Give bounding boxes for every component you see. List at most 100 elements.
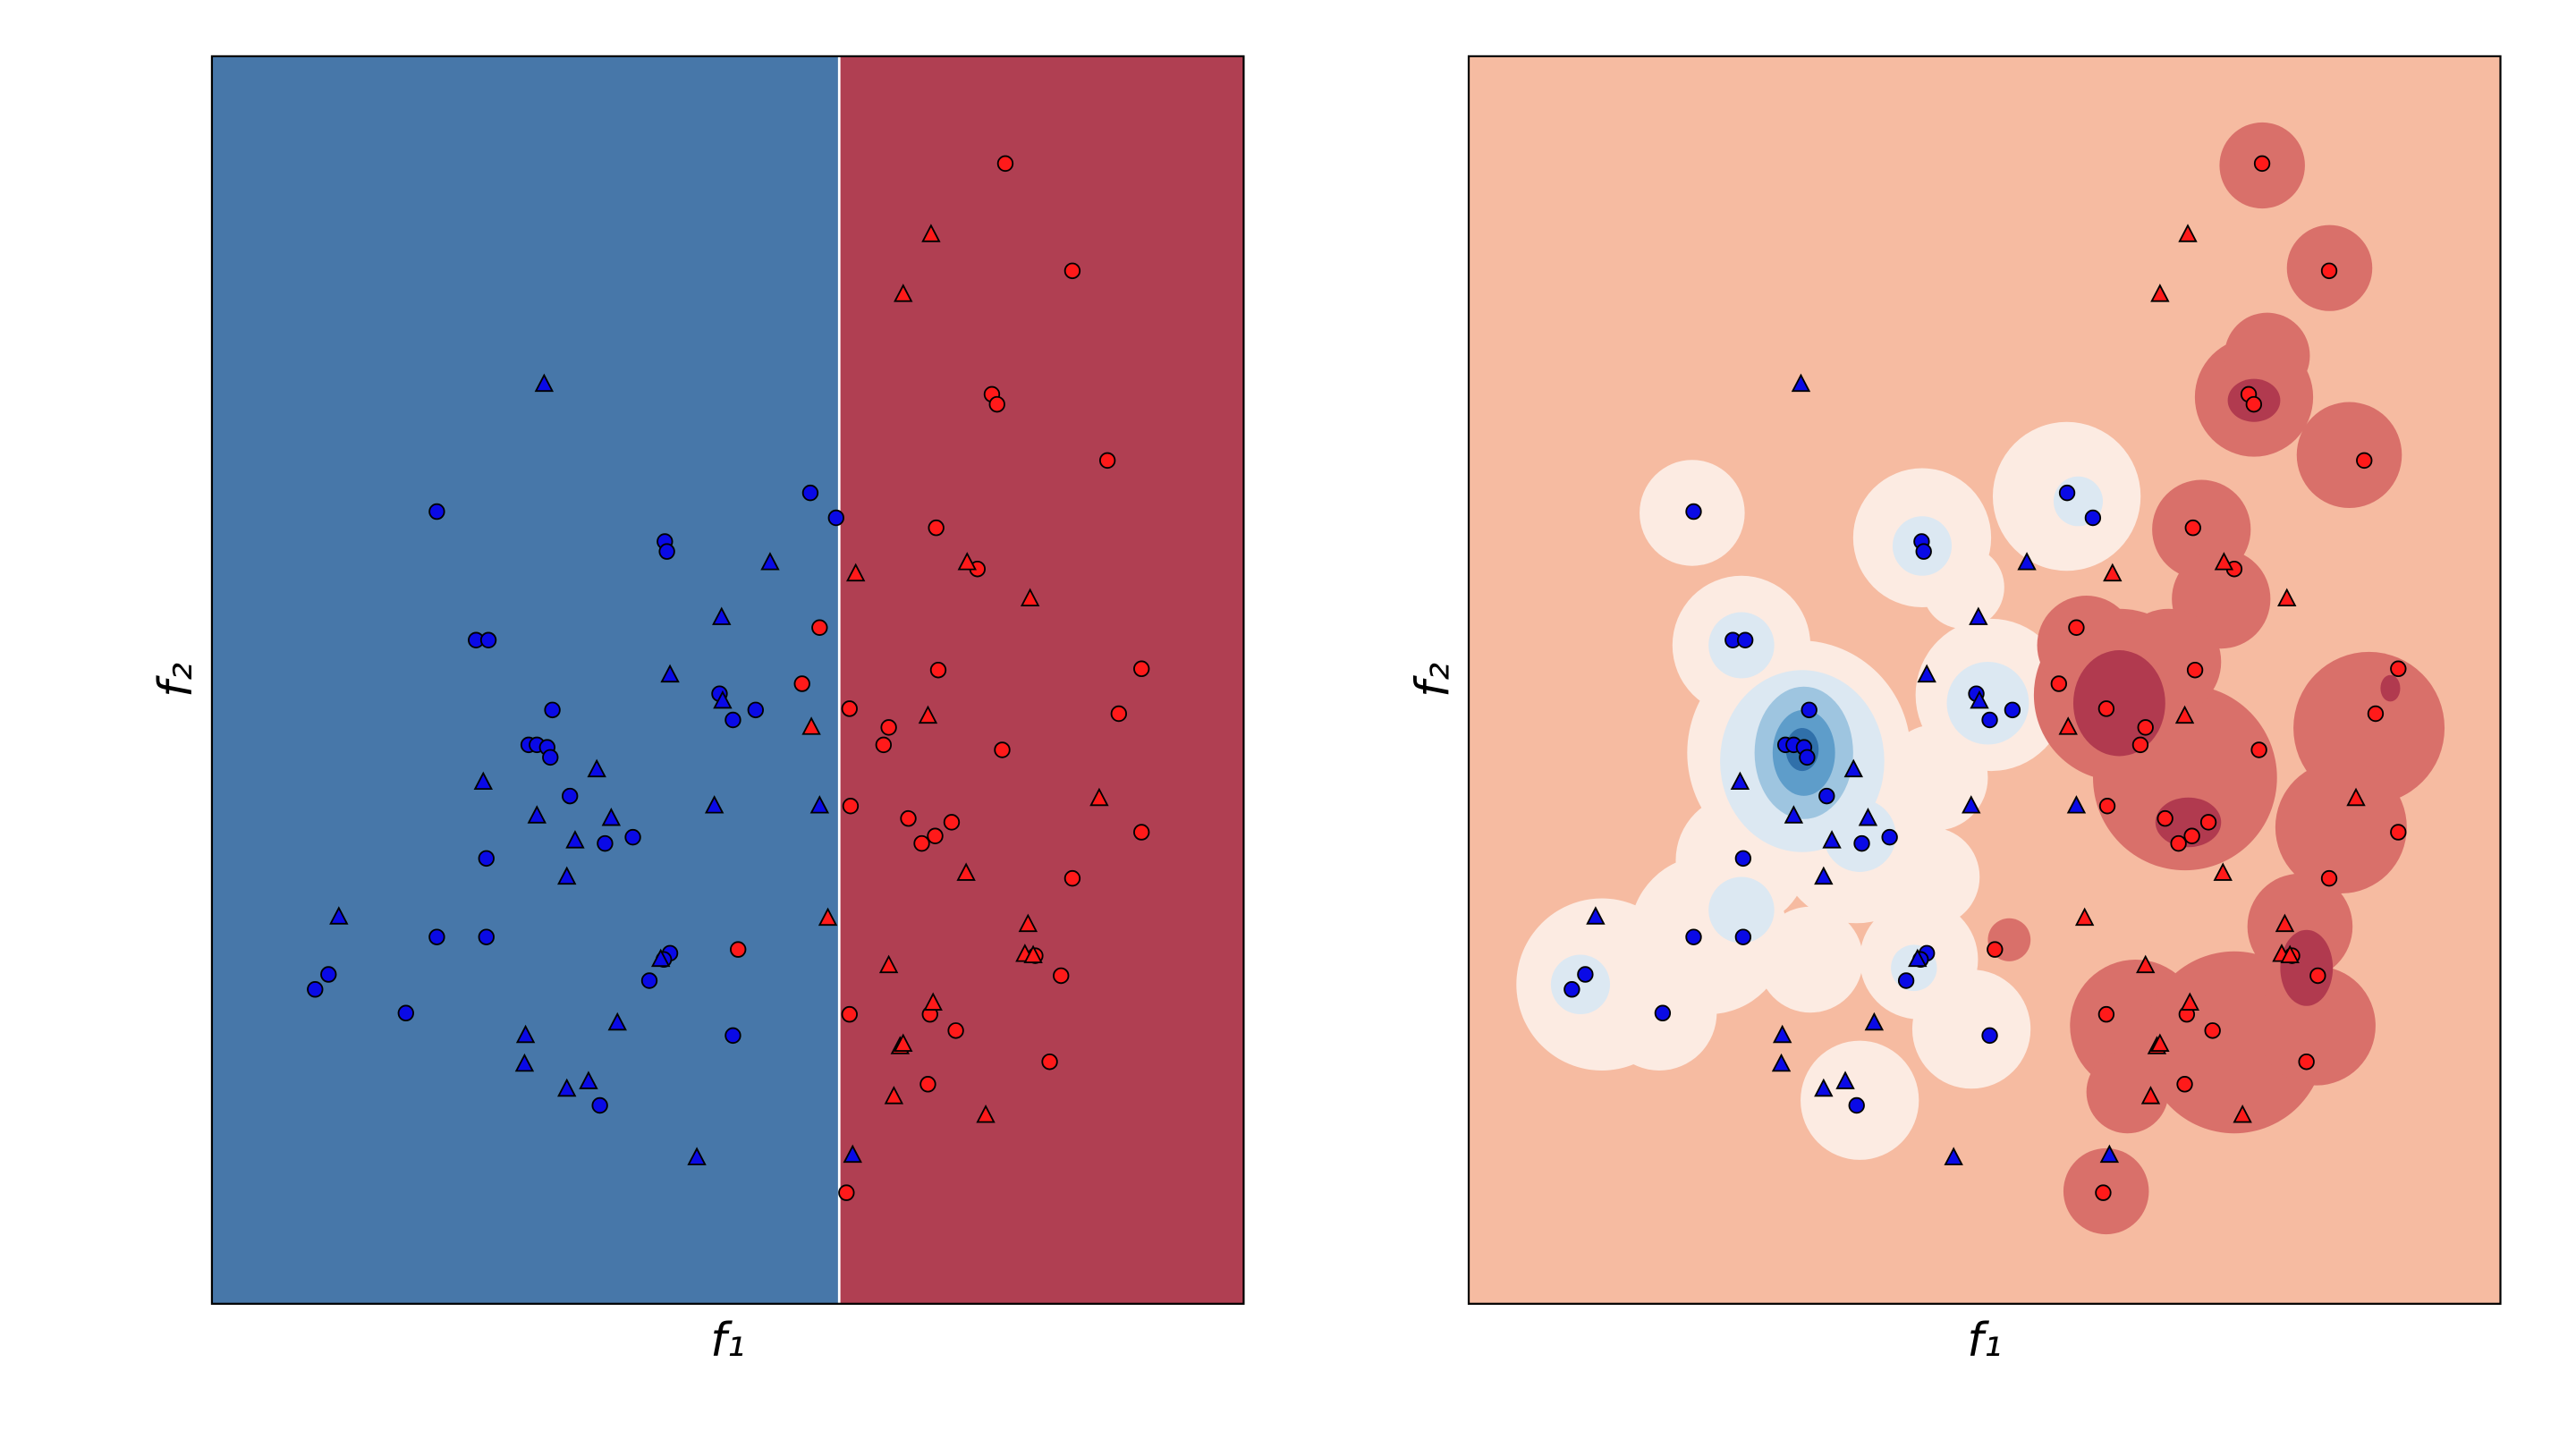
point-triangle	[1020, 588, 1040, 607]
point-circle	[1915, 543, 1932, 560]
point-circle	[928, 519, 945, 537]
point-circle	[2367, 705, 2385, 723]
point-circle	[2050, 675, 2068, 692]
point-triangle	[923, 992, 943, 1011]
point-triangle	[1917, 664, 1936, 683]
point-triangle	[2058, 716, 2078, 735]
point-triangle	[1023, 944, 1043, 963]
point-triangle	[884, 1086, 904, 1105]
point-triangle	[957, 552, 977, 571]
point-circle	[542, 749, 559, 766]
point-circle	[730, 941, 747, 958]
point-circle	[1881, 828, 1898, 846]
point-circle	[2170, 834, 2187, 852]
point-circle	[1685, 503, 1702, 521]
point-circle	[544, 701, 561, 719]
point-circle	[2250, 741, 2267, 758]
point-circle	[2320, 869, 2338, 887]
point-circle	[1981, 711, 1998, 729]
point-circle	[2390, 824, 2407, 841]
point-triangle	[329, 906, 349, 925]
point-triangle	[1730, 771, 1750, 791]
point-triangle	[2150, 1033, 2170, 1052]
x-axis-label: f₁	[1967, 1314, 2002, 1367]
point-triangle	[843, 1144, 862, 1164]
point-circle	[1987, 941, 2004, 958]
point-circle	[1063, 869, 1081, 887]
point-circle	[624, 828, 641, 846]
point-circle	[2098, 797, 2116, 815]
point-circle	[597, 834, 614, 852]
decision-region	[211, 55, 840, 1304]
point-circle	[640, 972, 658, 989]
point-circle	[428, 928, 445, 945]
point-circle	[947, 1022, 964, 1039]
point-circle	[2199, 814, 2217, 831]
point-triangle	[1018, 913, 1038, 933]
point-circle	[842, 797, 860, 815]
point-circle	[801, 484, 819, 502]
point-circle	[2183, 827, 2200, 844]
point-triangle	[2180, 992, 2200, 1011]
point-circle	[2309, 967, 2326, 985]
point-circle	[320, 966, 337, 983]
point-circle	[2356, 452, 2373, 470]
point-circle	[2298, 1053, 2315, 1071]
point-circle	[1654, 1004, 1672, 1022]
point-circle	[1098, 452, 1116, 470]
point-triangle	[473, 771, 494, 791]
axes-frame	[1467, 55, 2502, 1305]
point-triangle	[2178, 224, 2198, 242]
point-triangle	[704, 795, 724, 814]
point-circle	[478, 850, 495, 868]
point-circle	[478, 928, 495, 945]
point-triangle	[2277, 588, 2297, 607]
point-circle	[724, 711, 741, 729]
point-circle	[2097, 1005, 2115, 1023]
point-triangle	[801, 716, 821, 735]
point-triangle	[2074, 907, 2095, 927]
point-triangle	[601, 808, 622, 826]
point-triangle	[527, 805, 547, 824]
point-circle	[1563, 981, 1580, 998]
point-triangle	[534, 373, 555, 393]
point-triangle	[1843, 758, 1863, 778]
point-circle	[1734, 850, 1752, 868]
point-triangle	[2280, 944, 2300, 963]
point-circle	[2157, 809, 2174, 827]
point-triangle	[687, 1147, 707, 1165]
point-circle	[1063, 262, 1081, 280]
point-circle	[913, 834, 930, 852]
point-circle	[2084, 509, 2102, 527]
point-circle	[988, 395, 1005, 413]
point-circle	[658, 543, 675, 560]
point-triangle	[1791, 373, 1811, 393]
point-triangle	[1908, 948, 1928, 968]
axes-frame	[210, 55, 1245, 1305]
point-triangle	[2136, 954, 2156, 974]
point-triangle	[1089, 787, 1109, 807]
point-circle	[1897, 972, 1915, 989]
point-circle	[2320, 262, 2338, 280]
point-circle	[1848, 1096, 1865, 1114]
point-triangle	[2233, 1105, 2252, 1123]
point-circle	[2184, 519, 2201, 537]
point-circle	[307, 981, 324, 998]
point-triangle	[1864, 1012, 1885, 1031]
point-triangle	[1771, 1053, 1792, 1072]
point-triangle	[818, 907, 838, 927]
point-circle	[875, 736, 893, 754]
point-triangle	[1962, 795, 1981, 814]
point-triangle	[565, 830, 585, 849]
point-circle	[2245, 395, 2263, 413]
point-circle	[841, 1005, 858, 1023]
point-triangle	[1858, 808, 1878, 826]
point-circle	[2068, 619, 2085, 637]
point-circle	[2204, 1022, 2221, 1039]
point-circle	[2253, 155, 2271, 173]
point-circle	[1110, 705, 1128, 723]
y-axis-label: f₂	[1406, 663, 1460, 698]
point-circle	[747, 701, 765, 719]
point-triangle	[2103, 563, 2123, 582]
point-triangle	[894, 1033, 913, 1052]
